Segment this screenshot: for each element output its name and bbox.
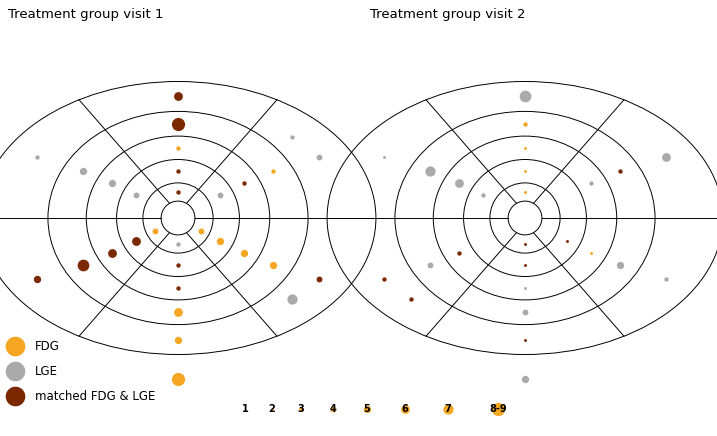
Text: 4: 4 (330, 404, 336, 414)
Point (519, 93, 531, 100)
Point (172, 309, 184, 316)
Point (614, 262, 626, 269)
Text: 1: 1 (242, 404, 248, 414)
Point (561, 238, 572, 245)
Point (519, 188, 531, 195)
Text: matched FDG & LGE: matched FDG & LGE (35, 389, 156, 402)
Point (399, 405, 411, 412)
Point (266, 405, 277, 412)
Point (172, 241, 184, 248)
Text: Treatment group visit 1: Treatment group visit 1 (8, 8, 163, 21)
Point (660, 154, 671, 161)
Text: 3: 3 (298, 404, 305, 414)
Point (519, 375, 531, 382)
Point (172, 144, 184, 151)
Point (172, 285, 184, 292)
Point (287, 295, 298, 302)
Point (214, 238, 225, 245)
Point (614, 167, 626, 174)
Point (379, 154, 390, 161)
Point (9, 392, 21, 399)
Point (493, 405, 504, 412)
Point (130, 191, 142, 198)
Point (453, 179, 465, 186)
Point (295, 405, 307, 412)
Point (519, 120, 531, 127)
Point (424, 262, 435, 269)
Point (442, 405, 454, 412)
Point (172, 120, 184, 127)
Text: 5: 5 (364, 404, 371, 414)
Text: Treatment group visit 2: Treatment group visit 2 (370, 8, 526, 21)
Point (379, 275, 390, 282)
Point (32, 275, 43, 282)
Point (106, 250, 118, 257)
Point (327, 405, 338, 412)
Text: 8-9: 8-9 (489, 404, 507, 414)
Point (9, 368, 21, 375)
Point (519, 285, 531, 292)
Point (172, 93, 184, 100)
Point (519, 144, 531, 151)
Point (238, 179, 250, 186)
Text: FDG: FDG (35, 340, 60, 352)
Point (172, 375, 184, 382)
Point (172, 261, 184, 268)
Point (214, 191, 225, 198)
Point (172, 188, 184, 195)
Point (519, 241, 531, 248)
Point (585, 179, 597, 186)
Point (519, 261, 531, 268)
Point (150, 228, 161, 235)
Point (585, 250, 597, 257)
Point (361, 405, 373, 412)
Point (519, 309, 531, 316)
Point (238, 250, 250, 257)
Point (453, 250, 465, 257)
Point (424, 167, 435, 174)
Point (9, 343, 21, 350)
Point (287, 134, 298, 141)
Point (77, 167, 88, 174)
Text: LGE: LGE (35, 364, 58, 378)
Point (267, 167, 279, 174)
Point (172, 336, 184, 343)
Point (478, 191, 489, 198)
Point (130, 238, 142, 245)
Text: 7: 7 (445, 404, 452, 414)
Point (195, 228, 206, 235)
Point (267, 262, 279, 269)
Point (313, 275, 324, 282)
Point (519, 336, 531, 343)
Point (172, 168, 184, 175)
Point (405, 295, 417, 302)
Point (519, 168, 531, 175)
Text: 2: 2 (269, 404, 275, 414)
Point (660, 275, 671, 282)
Point (239, 405, 251, 412)
Text: 6: 6 (402, 404, 409, 414)
Point (106, 179, 118, 186)
Point (77, 262, 88, 269)
Point (32, 154, 43, 161)
Point (313, 154, 324, 161)
